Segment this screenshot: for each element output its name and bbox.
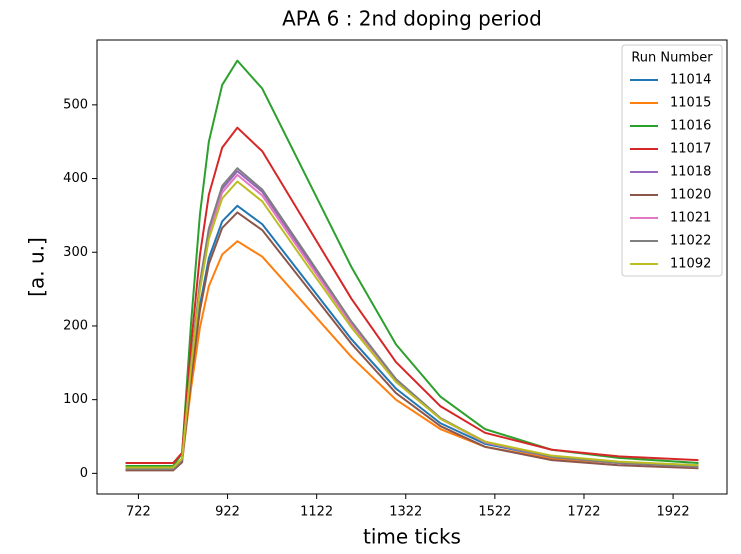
y-tick-label: 400 xyxy=(63,171,88,186)
x-tick-label: 722 xyxy=(126,505,151,520)
legend-label: 11016 xyxy=(670,119,711,134)
plot-frame xyxy=(96,39,728,495)
y-tick-label: 0 xyxy=(80,466,88,481)
legend-label: 11020 xyxy=(670,188,711,203)
legend-label: 11015 xyxy=(670,96,711,111)
x-tick-label: 1722 xyxy=(567,505,600,520)
x-tick-label: 1122 xyxy=(300,505,333,520)
series-line xyxy=(125,126,699,465)
x-tick-label: 1322 xyxy=(389,505,422,520)
legend-label: 11017 xyxy=(670,142,711,157)
x-axis-label: time ticks xyxy=(363,525,461,549)
legend: Run Number 11014 11015 11016 11017 11018 11020… xyxy=(621,44,723,277)
legend-label: 11014 xyxy=(670,73,711,88)
x-tick-label: 1922 xyxy=(657,505,690,520)
y-tick-label: 500 xyxy=(63,97,88,112)
series-line xyxy=(125,180,699,469)
y-tick-label: 300 xyxy=(63,245,88,260)
series-line xyxy=(125,59,699,467)
series-line xyxy=(125,170,699,470)
series-line xyxy=(125,204,699,469)
legend-title: Run Number xyxy=(631,51,713,66)
y-tick-label: 200 xyxy=(63,318,88,333)
series-line xyxy=(125,167,699,470)
x-tick-label: 922 xyxy=(215,505,240,520)
legend-label: 11092 xyxy=(670,257,711,272)
legend-label: 11022 xyxy=(670,234,711,249)
x-tick-label: 1522 xyxy=(478,505,511,520)
y-axis-label: [a. u.] xyxy=(25,237,49,297)
legend-label: 11018 xyxy=(670,165,711,180)
chart-title: APA 6 : 2nd doping period xyxy=(282,7,542,31)
y-tick-label: 100 xyxy=(63,392,88,407)
series-line xyxy=(125,240,699,469)
legend-label: 11021 xyxy=(670,211,711,226)
